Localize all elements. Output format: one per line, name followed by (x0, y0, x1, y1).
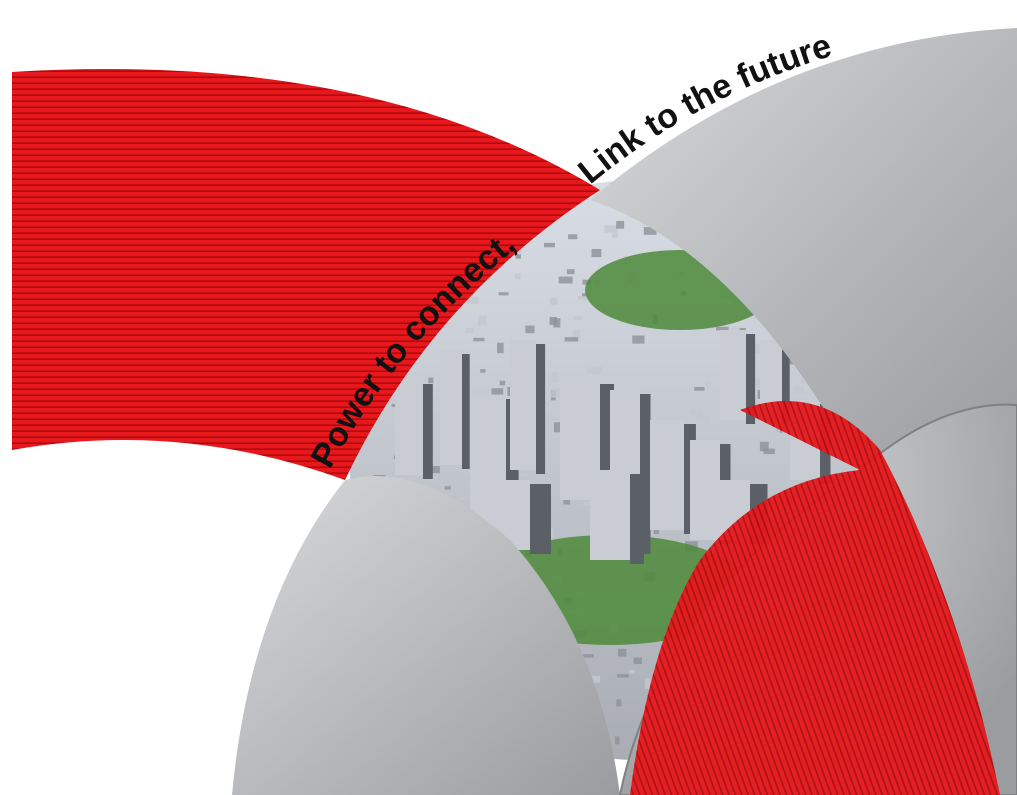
skyscraper (440, 350, 470, 469)
city-block (558, 276, 573, 284)
city-block (617, 674, 629, 678)
city-block (409, 473, 420, 481)
city-block (429, 466, 440, 474)
city-block (786, 357, 794, 365)
city-block (515, 273, 521, 279)
city-block (428, 477, 436, 483)
city-block (551, 372, 558, 383)
city-block (616, 699, 622, 707)
city-block (444, 486, 451, 490)
city-block (591, 249, 602, 258)
city-block (390, 431, 395, 439)
grey-arc-lower (232, 476, 620, 795)
skyscraper (720, 330, 756, 424)
city-block (689, 409, 703, 415)
city-block (632, 335, 645, 344)
city-block (551, 388, 565, 398)
city-block (763, 448, 775, 455)
city-block (633, 657, 642, 664)
city-block (793, 386, 804, 393)
city-block (466, 296, 479, 304)
city-block (515, 254, 521, 259)
skyscraper (650, 420, 696, 534)
city-block (460, 496, 468, 500)
city-block (480, 369, 486, 373)
city-block (546, 416, 556, 422)
city-block (611, 233, 618, 239)
city-block (465, 327, 474, 334)
city-block (568, 234, 578, 240)
city-block (697, 413, 711, 422)
city-block (553, 422, 565, 433)
skyscraper (510, 340, 546, 474)
city-block (544, 242, 555, 248)
red-striped-arc-band (12, 69, 600, 481)
city-block (779, 439, 792, 444)
city-block (706, 382, 711, 387)
city-block (520, 473, 528, 477)
city-block (767, 442, 775, 446)
city-block (644, 678, 651, 689)
city-block (461, 467, 473, 474)
city-block (582, 654, 594, 658)
city-block (604, 225, 618, 233)
city-block (582, 279, 591, 285)
city-block (491, 388, 504, 395)
city-block (550, 297, 558, 305)
city-block (573, 316, 584, 321)
city-block (616, 221, 625, 229)
city-block (617, 648, 627, 657)
grey-arc-upper (590, 28, 1017, 470)
city-block (563, 497, 571, 505)
city-block (764, 431, 777, 437)
city-block (572, 329, 580, 341)
skyscraper (760, 340, 790, 424)
city-block (629, 669, 636, 674)
city-block (564, 337, 579, 342)
city-block (754, 377, 762, 388)
skyscraper (395, 380, 433, 479)
city-block (578, 296, 587, 300)
city-block (566, 269, 575, 275)
city-block (583, 501, 596, 506)
city-block (498, 292, 509, 296)
city-block (716, 326, 729, 331)
city-block (428, 377, 434, 384)
city-block (591, 366, 603, 374)
city-block (497, 342, 504, 354)
city-block (643, 227, 657, 235)
city-block (589, 675, 601, 683)
city-block (478, 315, 487, 326)
city-block (653, 528, 659, 535)
red-striped-arc-band-lower (630, 401, 1000, 795)
city-block (615, 736, 620, 745)
city-block (473, 337, 485, 342)
city-block (772, 427, 781, 433)
city-block (694, 387, 705, 391)
city-block (525, 325, 535, 334)
city-block (499, 380, 506, 386)
city-block (582, 293, 588, 297)
skyscraper (590, 470, 644, 564)
city-block (759, 441, 769, 452)
city-block (549, 317, 557, 325)
